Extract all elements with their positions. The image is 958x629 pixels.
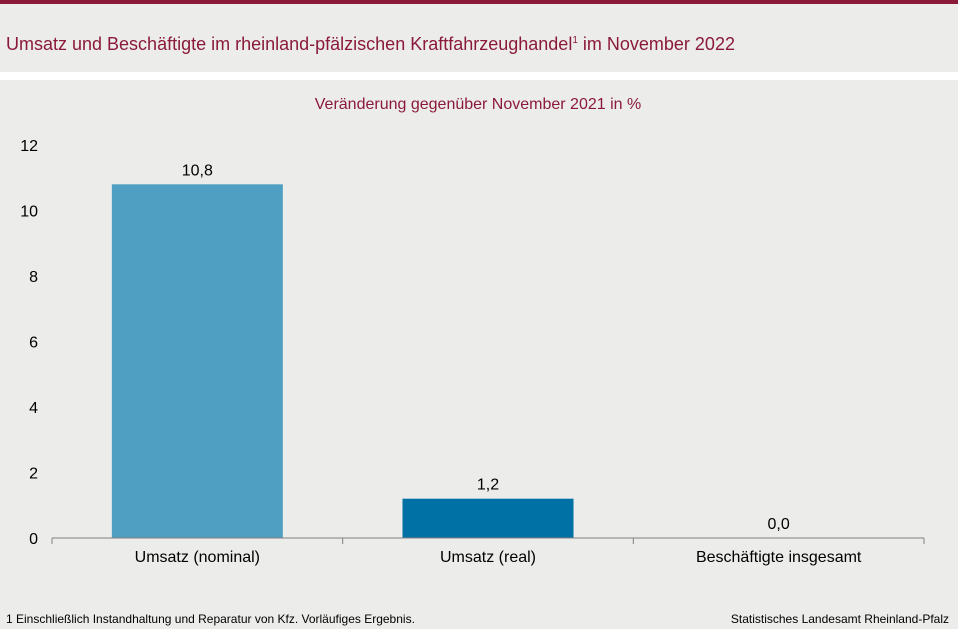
bar-2 (402, 498, 574, 538)
y-tick-label: 8 (29, 269, 38, 286)
y-tick-label: 6 (29, 335, 38, 352)
y-tick-label: 4 (29, 400, 38, 417)
bar-value-label: 1,2 (477, 477, 499, 494)
title-bar: Umsatz und Beschäftigte im rheinland-pfä… (0, 4, 958, 72)
page-title: Umsatz und Beschäftigte im rheinland-pfä… (6, 34, 735, 55)
bar-value-label: 10,8 (182, 162, 213, 179)
x-axis: Umsatz (nominal) Umsatz (real) Beschäftigt… (51, 537, 925, 566)
y-tick-label: 2 (29, 466, 38, 483)
y-tick-label: 12 (20, 138, 38, 155)
chart-subtitle: Veränderung gegenüber November 2021 in % (315, 96, 641, 113)
source-note: Statistisches Landesamt Rheinland-Pfalz (730, 612, 949, 626)
top-accent-rule (0, 0, 958, 4)
footnote: 1 Einschließlich Instandhaltung und Repa… (6, 612, 415, 626)
title-main: Umsatz und Beschäftigte im rheinland-pfä… (6, 34, 573, 54)
title-footnote-marker: 1 (572, 35, 578, 46)
y-tick-label: 10 (20, 204, 38, 221)
x-category-label: Beschäftigte insgesamt (696, 549, 862, 566)
title-separator (0, 72, 958, 80)
x-category-label: Umsatz (real) (440, 549, 536, 566)
x-category-label: Umsatz (nominal) (135, 549, 260, 566)
y-axis: 0 2 4 6 8 10 12 (20, 138, 38, 548)
bars-group: 10,8 1,2 0,0 (111, 162, 790, 539)
y-tick-label: 0 (29, 531, 38, 548)
bar-chart: Veränderung gegenüber November 2021 in %… (20, 96, 925, 566)
bar-value-label: 0,0 (768, 516, 790, 533)
bar-1 (111, 184, 283, 539)
title-tail: im November 2022 (577, 34, 735, 54)
